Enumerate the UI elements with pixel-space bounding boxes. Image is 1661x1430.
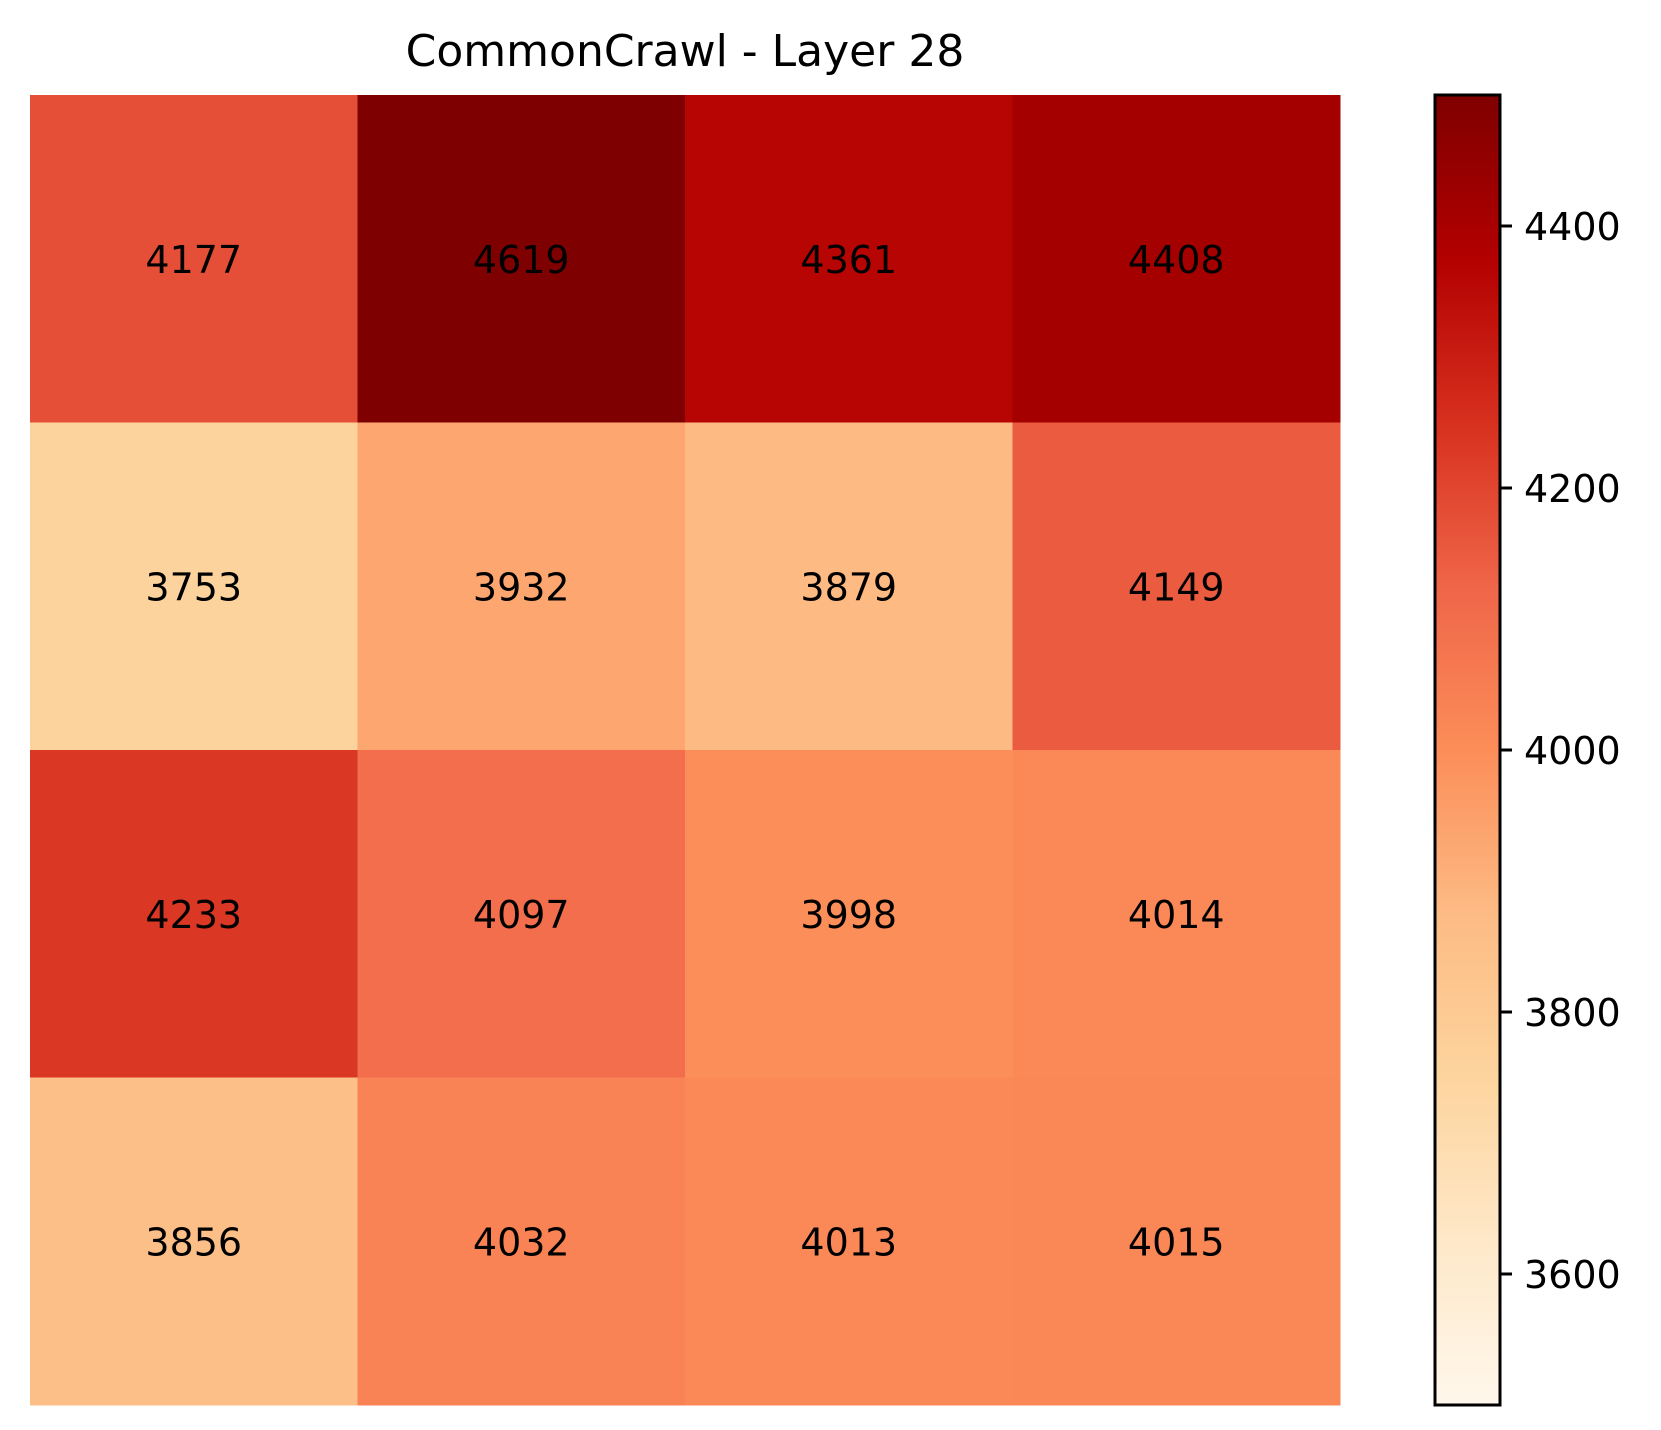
colorbar-ticks: 3600 3800 4000 4200 4400 <box>1500 205 1621 1297</box>
heatmap-cell <box>357 422 686 751</box>
colorbar-tick-label: 3800 <box>1524 991 1621 1035</box>
colorbar <box>1433 93 1502 1407</box>
heatmap-cell <box>685 95 1013 423</box>
heatmap-cell-label: 3932 <box>473 565 570 609</box>
heatmap-cell-label: 4361 <box>800 238 897 282</box>
heatmap-cell-label: 4014 <box>1128 893 1225 937</box>
heatmap-cell <box>685 1077 1013 1406</box>
colorbar-tick-label: 4200 <box>1524 467 1621 511</box>
heatmap-cell-label: 4233 <box>145 893 242 937</box>
heatmap-cell-label: 4408 <box>1128 238 1225 282</box>
heatmap-cell-labels: 4177 4619 4361 4408 3753 3932 3879 4149 4233 4097… <box>145 238 1224 1265</box>
heatmap-cell <box>1012 95 1341 423</box>
heatmap-cell <box>1012 422 1341 751</box>
heatmap-cell-label: 3998 <box>800 893 897 937</box>
colorbar-tick-label: 4400 <box>1524 205 1621 249</box>
heatmap-cell <box>30 95 358 423</box>
heatmap-cell <box>30 750 358 1078</box>
heatmap-cell-label: 4013 <box>800 1220 897 1264</box>
heatmap-cell <box>1012 1077 1341 1406</box>
heatmap-cell-label: 3856 <box>145 1220 242 1264</box>
heatmap-cell-label: 4015 <box>1128 1220 1225 1264</box>
heatmap-cell-label: 3879 <box>800 565 897 609</box>
heatmap-cell <box>30 1077 358 1406</box>
heatmap-cells <box>30 95 1341 1406</box>
colorbar-tick-label: 4000 <box>1524 729 1621 773</box>
colorbar-tick-label: 3600 <box>1524 1253 1621 1297</box>
heatmap-cell-label: 4097 <box>473 893 570 937</box>
heatmap-cell-label: 4032 <box>473 1220 570 1264</box>
heatmap-cell <box>357 1077 686 1406</box>
chart-title: CommonCrawl - Layer 28 <box>406 26 965 77</box>
heatmap-cell-label: 4149 <box>1128 565 1225 609</box>
heatmap-cell-label: 4177 <box>145 238 242 282</box>
heatmap-cell <box>357 750 686 1078</box>
heatmap-cell-label: 3753 <box>145 565 242 609</box>
heatmap-cell <box>1012 750 1341 1078</box>
heatmap-cell <box>357 95 686 423</box>
heatmap-cell <box>685 750 1013 1078</box>
heatmap-cell <box>685 422 1013 751</box>
heatmap-cell <box>30 422 358 751</box>
heatmap-cell-label: 4619 <box>473 238 570 282</box>
